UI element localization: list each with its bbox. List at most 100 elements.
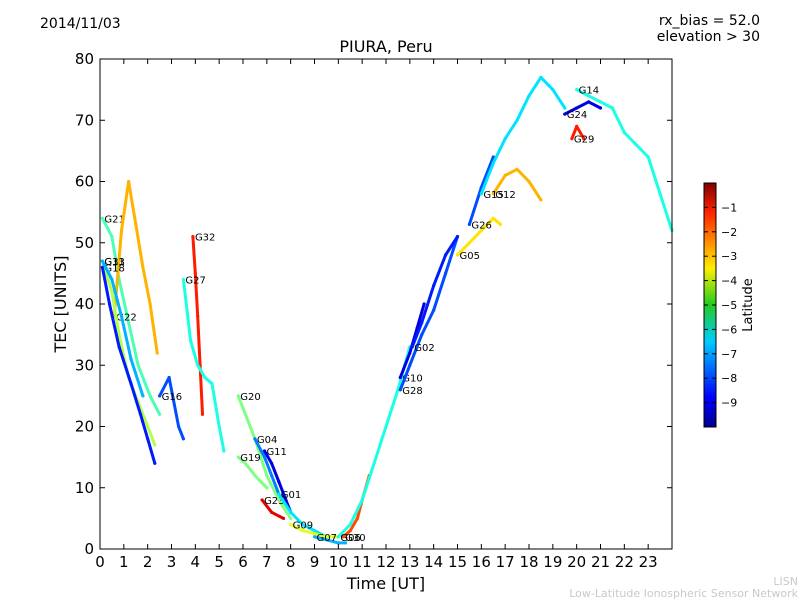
data-point-g22 <box>119 228 124 233</box>
x-tick-label: 21 <box>591 553 610 571</box>
series-label-g19: G19 <box>240 453 260 464</box>
series-label-g06: G06 <box>340 533 360 544</box>
data-point-g09 <box>301 529 305 533</box>
data-point-g27 <box>217 424 221 429</box>
x-tick-label: 3 <box>167 553 177 571</box>
data-point-g14 <box>575 88 579 92</box>
series-label-g30: G30 <box>345 533 365 544</box>
x-tick-label: 19 <box>543 553 562 571</box>
colorbar-tick-label: −2 <box>721 226 737 239</box>
data-point-g28 <box>420 333 424 337</box>
data-point-g07 <box>312 535 317 539</box>
data-point-g01 <box>277 492 281 496</box>
data-point-g21 <box>136 363 140 367</box>
data-point-g21 <box>100 216 104 220</box>
data-point-g02 <box>410 345 414 349</box>
series-label-g31: G31 <box>104 257 124 268</box>
series-g15 <box>479 75 567 196</box>
elevation-label: elevation > 30 <box>656 29 760 45</box>
data-point-g14 <box>622 130 626 135</box>
colorbar-tick-label: −1 <box>721 201 737 214</box>
data-point-g27 <box>222 449 226 453</box>
data-point-g24 <box>598 106 603 110</box>
data-point-g04 <box>253 437 257 441</box>
data-point-g04 <box>270 473 274 478</box>
series-label-g26: G26 <box>471 220 491 231</box>
data-point-g18 <box>138 412 143 416</box>
data-point-g05 <box>491 216 495 220</box>
series-label-g14: G14 <box>579 86 599 97</box>
data-point-g12 <box>527 179 531 184</box>
y-tick-label: 40 <box>75 295 94 313</box>
data-point-g32 <box>200 412 205 416</box>
data-point-g20 <box>289 516 293 521</box>
series-g24 <box>563 100 602 116</box>
data-point-g07 <box>324 538 328 542</box>
data-point-g31 <box>146 424 150 429</box>
x-axis-label: Time [UT] <box>346 574 425 593</box>
data-point-g19 <box>265 486 269 490</box>
y-tick-label: 20 <box>75 418 94 436</box>
series-label-g15: G15 <box>483 190 503 201</box>
data-point-g11 <box>262 449 267 453</box>
x-tick-label: 15 <box>448 553 467 571</box>
data-point-g07 <box>343 541 348 545</box>
data-point-g12 <box>515 167 519 171</box>
data-point-g07 <box>336 541 340 545</box>
data-point-g32 <box>196 314 200 318</box>
data-point-g12 <box>539 198 543 202</box>
series-label-g32: G32 <box>195 233 215 244</box>
data-point-g22 <box>155 351 159 355</box>
data-point-g23 <box>270 510 274 514</box>
data-point-g20 <box>236 394 240 398</box>
data-point-g19 <box>243 461 247 465</box>
data-point-g22 <box>148 302 152 306</box>
data-point-g11 <box>277 480 281 484</box>
data-point-g22 <box>127 179 131 184</box>
date-label: 2014/11/03 <box>40 16 121 32</box>
x-tick-label: 12 <box>376 553 395 571</box>
x-tick-label: 17 <box>496 553 515 571</box>
data-point-g18 <box>100 265 104 269</box>
data-point-g15 <box>551 88 555 92</box>
data-point-g32 <box>193 271 197 275</box>
data-point-g11 <box>270 461 274 465</box>
data-point-g15 <box>539 75 543 79</box>
colorbar-tick-label: −9 <box>721 397 737 410</box>
series-label-g27: G27 <box>185 276 205 287</box>
data-point-g10 <box>408 351 412 355</box>
y-tick-label: 0 <box>84 540 94 558</box>
data-point-g23 <box>260 498 264 502</box>
data-point-g15 <box>503 137 507 141</box>
x-tick-label: 0 <box>95 553 105 571</box>
data-point-g14 <box>610 106 615 110</box>
data-point-g28 <box>444 271 448 275</box>
data-point-g29 <box>570 137 574 141</box>
data-point-g22 <box>134 222 138 226</box>
footer-network: Low-Latitude Ionospheric Sensor Network <box>569 587 798 600</box>
series-label-g09: G09 <box>293 521 313 532</box>
data-point-g14 <box>658 192 662 196</box>
data-point-g30 <box>355 516 359 521</box>
data-point-g05 <box>455 253 460 257</box>
data-point-g09 <box>312 532 317 536</box>
data-point-g15 <box>527 94 531 98</box>
data-point-g20 <box>265 473 269 478</box>
series-label-g02: G02 <box>414 343 434 354</box>
series-label-g24: G24 <box>567 110 587 121</box>
series-label-g28: G28 <box>402 386 422 397</box>
series-g16 <box>158 376 185 441</box>
data-point-g09 <box>324 535 328 539</box>
data-point-g06 <box>336 535 340 539</box>
data-point-g09 <box>289 522 293 527</box>
footer-lisn: LISN <box>773 575 798 588</box>
data-point-g02 <box>420 320 424 324</box>
x-tick-label: 10 <box>329 553 348 571</box>
colorbar-tick-label: −5 <box>721 299 737 312</box>
rx-bias-label: rx_bias = 52.0 <box>658 13 760 29</box>
data-point-g26 <box>491 155 495 159</box>
y-tick-label: 30 <box>75 356 94 374</box>
data-point-g14 <box>646 155 650 159</box>
data-point-g12 <box>491 192 495 196</box>
data-point-g21 <box>127 320 131 324</box>
